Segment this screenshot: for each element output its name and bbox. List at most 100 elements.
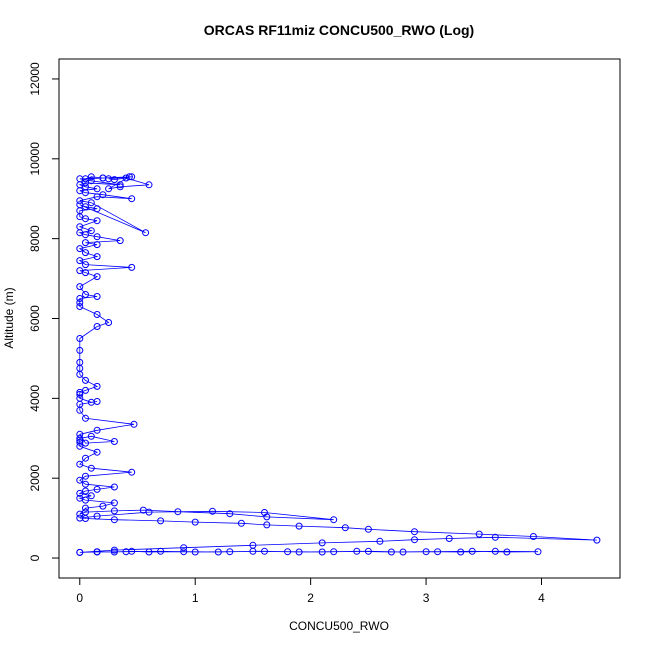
- data-point: [93, 311, 101, 318]
- data-point: [116, 181, 124, 189]
- data-point: [76, 299, 84, 306]
- data-point: [93, 448, 101, 456]
- data-point: [93, 293, 101, 300]
- data-point: [87, 398, 95, 406]
- data-point: [534, 548, 542, 556]
- data-point: [226, 510, 234, 518]
- data-point: [82, 291, 89, 298]
- data-point: [422, 548, 430, 556]
- data-point: [93, 382, 101, 390]
- series-layer: [76, 173, 601, 556]
- data-point: [475, 530, 483, 538]
- data-point: [364, 547, 372, 555]
- data-point: [76, 514, 84, 522]
- x-tick-label: 1: [192, 591, 199, 605]
- data-point: [364, 525, 372, 533]
- data-point: [237, 519, 245, 527]
- data-point: [93, 217, 101, 225]
- y-axis: 0 2000 4000 6000 8000 10000 12000: [28, 62, 60, 561]
- data-point: [76, 283, 84, 291]
- y-axis-label: Altitude (m): [2, 287, 16, 348]
- data-point: [82, 454, 89, 462]
- data-point: [76, 489, 84, 497]
- data-point: [529, 533, 537, 540]
- plot-frame: [58, 58, 621, 579]
- data-point: [93, 485, 101, 493]
- data-point: [76, 494, 84, 502]
- data-point: [180, 548, 188, 556]
- data-point: [76, 430, 84, 438]
- data-point: [93, 253, 101, 261]
- data-point: [76, 335, 84, 342]
- data-point: [130, 420, 138, 428]
- data-point: [76, 197, 84, 205]
- data-point: [491, 533, 499, 541]
- data-point: [128, 263, 136, 271]
- x-tick-label: 0: [76, 591, 83, 605]
- data-point: [209, 507, 216, 515]
- x-tick-label: 3: [423, 591, 430, 605]
- data-point: [82, 239, 89, 247]
- data-point: [110, 176, 118, 184]
- data-point: [110, 483, 118, 491]
- data-point: [491, 547, 499, 555]
- data-point: [82, 472, 89, 480]
- data-point: [76, 390, 84, 398]
- data-point: [174, 508, 182, 516]
- data-point: [76, 510, 84, 518]
- data-point: [434, 548, 442, 556]
- data-point: [76, 245, 84, 253]
- data-point: [261, 547, 268, 555]
- x-tick-label: 2: [307, 591, 314, 605]
- data-point: [145, 548, 153, 556]
- x-axis: 0 1 2 3 4: [76, 577, 545, 605]
- data-point: [249, 541, 257, 549]
- data-point: [105, 185, 113, 193]
- y-tick-label: 6000: [28, 305, 42, 332]
- data-point: [93, 426, 101, 434]
- data-point: [105, 319, 113, 326]
- data-point: [445, 535, 453, 542]
- data-point: [76, 476, 84, 484]
- data-point: [468, 547, 476, 555]
- data-point: [318, 548, 326, 556]
- data-point: [110, 516, 118, 524]
- data-point: [76, 201, 84, 209]
- data-point: [93, 241, 101, 249]
- data-point: [87, 464, 95, 472]
- data-point: [122, 174, 130, 182]
- data-point: [180, 544, 188, 552]
- data-point: [145, 181, 153, 189]
- y-tick-label: 10000: [28, 142, 42, 176]
- data-point: [87, 227, 95, 235]
- data-point: [139, 506, 147, 514]
- y-tick-label: 4000: [28, 385, 42, 412]
- data-point: [76, 358, 84, 366]
- data-point: [116, 237, 124, 245]
- data-point: [76, 267, 84, 275]
- data-point: [93, 548, 101, 556]
- data-point: [318, 539, 326, 547]
- data-point: [87, 199, 95, 207]
- data-point: [82, 414, 89, 422]
- data-point: [411, 536, 418, 544]
- data-point: [82, 175, 89, 183]
- chart-title: ORCAS RF11miz CONCU500_RWO (Log): [204, 22, 474, 38]
- data-point: [110, 546, 118, 554]
- data-point: [87, 432, 95, 440]
- data-point: [99, 191, 107, 199]
- data-point: [330, 516, 338, 524]
- data-point: [82, 439, 89, 447]
- data-point: [399, 548, 407, 556]
- data-point: [76, 295, 84, 302]
- data-point: [110, 499, 118, 507]
- y-tick-label: 12000: [28, 62, 42, 96]
- x-tick-label: 4: [538, 591, 545, 605]
- data-point: [82, 504, 89, 512]
- data-point: [82, 480, 89, 488]
- data-point: [76, 223, 84, 231]
- data-point: [191, 518, 199, 526]
- data-point: [191, 548, 199, 556]
- data-point: [99, 502, 107, 510]
- data-point: [330, 548, 338, 556]
